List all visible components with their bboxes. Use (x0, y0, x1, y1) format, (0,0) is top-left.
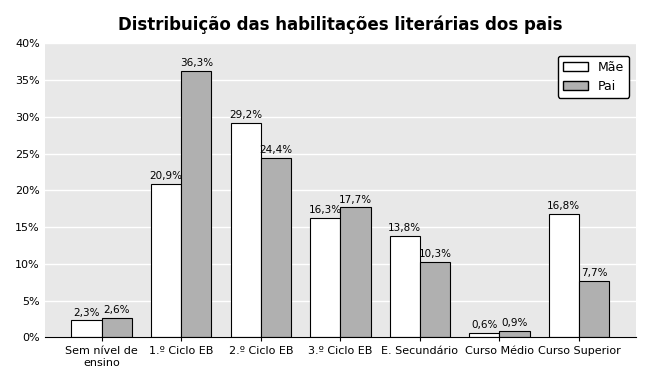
Text: 36,3%: 36,3% (180, 58, 213, 68)
Bar (420, 262, 450, 337)
Bar (340, 207, 370, 337)
Text: 7,7%: 7,7% (581, 268, 607, 278)
Text: 10,3%: 10,3% (419, 249, 451, 259)
Bar (310, 218, 340, 337)
Bar (181, 70, 212, 337)
Text: 24,4%: 24,4% (259, 145, 292, 155)
Bar (579, 281, 609, 337)
Text: 29,2%: 29,2% (229, 110, 262, 120)
Legend: Mãe, Pai: Mãe, Pai (558, 56, 629, 98)
Title: Distribuição das habilitações literárias dos pais: Distribuição das habilitações literárias… (118, 15, 562, 33)
Text: 2,6%: 2,6% (104, 306, 130, 316)
Bar (389, 236, 420, 337)
Bar (499, 331, 529, 337)
Text: 20,9%: 20,9% (150, 171, 183, 181)
Bar (230, 123, 261, 337)
Text: 0,6%: 0,6% (471, 320, 497, 330)
Bar (261, 158, 291, 337)
Text: 0,9%: 0,9% (501, 318, 528, 328)
Bar (549, 214, 579, 337)
Text: 17,7%: 17,7% (339, 195, 372, 205)
Text: 16,8%: 16,8% (547, 201, 580, 211)
Bar (151, 184, 181, 337)
Bar (102, 318, 132, 337)
Text: 13,8%: 13,8% (388, 223, 421, 233)
Text: 16,3%: 16,3% (309, 205, 342, 215)
Bar (72, 321, 102, 337)
Text: 2,3%: 2,3% (74, 308, 100, 318)
Bar (469, 333, 499, 337)
